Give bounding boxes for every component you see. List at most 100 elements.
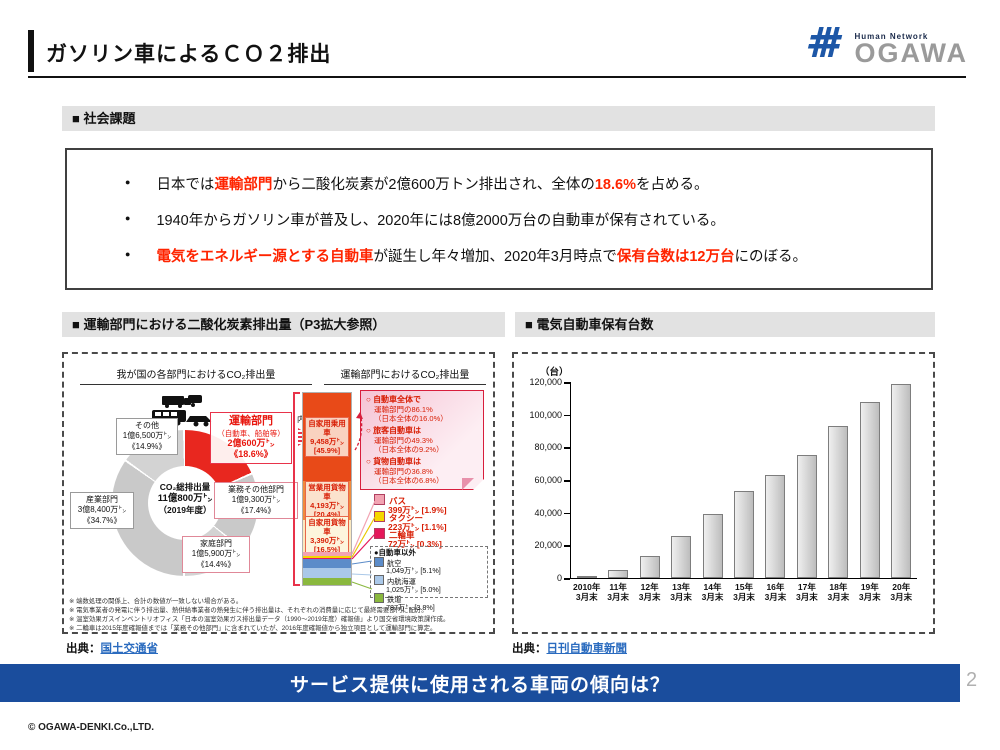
ev-bar [639, 555, 660, 578]
ev-bar [608, 569, 629, 578]
company-logo: Human Network OGAWA [806, 24, 968, 67]
y-axis-tick-mark [564, 545, 570, 547]
ev-bar [765, 474, 786, 578]
ev-bar-chart: 2010年 3月末 11年 3月末 12年 3月末 13年 3月末 14年 3月末 15年 3月末 16… [570, 382, 917, 602]
x-axis-label: 20年 3月末 [890, 582, 913, 603]
donut-label-industry: 産業部門 3億8,400万㌧ 《34.7%》 [70, 492, 134, 530]
ev-bar-column: 16年 3月末 [765, 382, 786, 602]
ev-bar-column: 19年 3月末 [859, 382, 881, 602]
x-axis-label: 11年 3月末 [607, 582, 630, 603]
ev-bar [828, 426, 849, 578]
ev-bar-column: 12年 3月末 [639, 382, 660, 602]
y-axis-tick-label: 20,000 [534, 540, 562, 551]
donut-label-commercial: 業務その他部門 1億9,300万㌧ 《17.4%》 [214, 482, 298, 520]
section-heading-social: ■ 社会課題 [62, 106, 935, 131]
page-title: ガソリン車によるＣＯ２排出 [46, 43, 332, 66]
y-axis-tick-mark [564, 382, 570, 384]
y-axis-tick-mark [564, 414, 570, 417]
folded-corner-icon [462, 478, 474, 490]
x-axis-label: 17年 3月末 [796, 582, 818, 603]
x-axis-label: 2010年 3月末 [573, 582, 601, 603]
ev-bar-column: 13年 3月末 [670, 382, 692, 602]
x-axis-label: 14年 3月末 [701, 582, 724, 603]
footer-copyright: © OGAWA-DENKI.Co.,LTD. [28, 722, 155, 733]
ev-bar [859, 402, 880, 578]
takeaway-banner: サービス提供に使用される車両の傾向は？ [0, 664, 960, 702]
stack-segment [303, 558, 351, 569]
ev-bar-column: 2010年 3月末 [573, 382, 600, 602]
y-axis-tick-mark [564, 447, 570, 449]
issue-summary-box: 日本では運輸部門から二酸化炭素が2億600万トン排出され、全体の18.6%を占め… [65, 148, 933, 290]
stack-segment [303, 568, 351, 579]
callout-item: 旅客自動車は 運輸部門の49.3% （日本全体の9.2%） [366, 426, 480, 455]
callout-item: 貨物自動車は 運輸部門の36.8% （日本全体の6.8%） [366, 457, 480, 486]
title-accent-bar [28, 30, 34, 72]
x-axis-label: 15年 3月末 [733, 582, 755, 603]
page-number: 2 [966, 669, 978, 691]
y-axis-tick-label: 60,000 [534, 475, 562, 485]
logo-wordmark: OGAWA [854, 38, 968, 69]
y-axis-tick-label: 40,000 [534, 507, 562, 518]
stack-segment [303, 578, 351, 586]
x-axis-label: 12年 3月末 [638, 582, 661, 603]
ev-chart-panel: （台） 120,000 100,000 80,000 60,000 40,000 20,0… [512, 352, 935, 634]
legend-item-bus: バス 399万㌧ [1.9%] [374, 494, 486, 515]
stacked-bar: 自家用乗用車 9,458万㌧ [45.9%] 営業用貨物車 4,193万㌧ [20.4%]… [302, 392, 352, 586]
y-axis-tick-mark [564, 480, 570, 482]
source-right: 出典：日刊自動車新聞 [512, 643, 628, 655]
y-axis-tick-mark [564, 578, 570, 580]
y-axis-tick-mark [564, 512, 570, 515]
stack-segment: 営業用貨物車 4,193万㌧ [20.4%] [303, 480, 351, 521]
non-automobile-legend: ●自動車以外 航空 1,049万㌧ [5.1%] 内航海運 1,025万㌧ [5.0%… [370, 546, 488, 611]
stack-segment [303, 551, 351, 556]
ev-bar-column: 11年 3月末 [607, 382, 629, 602]
y-axis-tick-label: 120,000 [529, 377, 562, 387]
folded-corner-icon [472, 478, 485, 491]
donut-chart-title: 我が国の各部門におけるCO₂排出量 [80, 366, 312, 385]
source-link-mlit[interactable]: 国土交通省 [100, 643, 159, 655]
callout-item: 自動車全体で 運輸部門の86.1% （日本全体の16.0%） [366, 395, 480, 424]
emissions-chart-panel: 我が国の各部門におけるCO₂排出量 運輸部門におけるCO₂排出量 CO₂総排出量 [62, 352, 495, 634]
ev-bar-column: 17年 3月末 [796, 382, 818, 602]
y-axis-tick-label: 80,000 [534, 442, 562, 453]
donut-hole [148, 466, 222, 540]
header-divider [28, 76, 966, 78]
bullet-item: 日本では運輸部門から二酸化炭素が2億600万トン排出され、全体の18.6%を占め… [125, 173, 931, 194]
legend-item-other: 航空 1,049万㌧ [5.1%] [374, 556, 484, 575]
stack-segment: 自家用乗用車 9,458万㌧ [45.9%] [303, 393, 351, 482]
share-callout-box: 自動車全体で 運輸部門の86.1% （日本全体の16.0%） 旅客自動車は 運輸… [360, 390, 485, 491]
donut-label-transport: 運輸部門 （自動車、船舶等） 2億600万㌧ 《18.6%》 [210, 412, 292, 464]
y-axis-unit-label: （台） [540, 367, 569, 378]
donut-label-other: その他 1億6,500万㌧ 《14.9%》 [116, 418, 178, 456]
ev-bar [733, 491, 754, 578]
ev-bar-column: 18年 3月末 [827, 382, 849, 602]
ev-bar [576, 576, 597, 578]
ev-bar [796, 455, 817, 578]
y-axis-tick-label: 100,000 [529, 409, 562, 420]
legend-item-other: 鉄道 787万㌧ [3.8%] [374, 593, 484, 611]
stack-segment [303, 557, 351, 559]
x-axis-label: 16年 3月末 [764, 582, 787, 603]
ev-bar-column: 15年 3月末 [733, 382, 755, 602]
stack-segment: 自家用貨物車 3,390万㌧ [16.5%] [303, 516, 351, 557]
logo-tagline: Human Network [854, 32, 929, 42]
logo-hash-icon [806, 24, 850, 67]
section-heading-ev: ■ 電気自動車保有台数 [515, 312, 935, 337]
donut-label-household: 家庭部門 1億5,900万㌧ 《14.4%》 [182, 536, 250, 574]
x-axis-label: 13年 3月末 [670, 582, 692, 603]
section-heading-emissions: ■ 運輸部門における二酸化炭素排出量（P3拡大参照） [62, 312, 505, 337]
chart-footnotes: ※ 端数処理の関係上、合計の数値が一致しない場合がある。 ※ 電気事業者の発電に… [69, 598, 450, 632]
x-axis-label: 18年 3月末 [827, 582, 850, 603]
donut-center-label: CO₂総排出量 11億800万㌧ （2019年度） [157, 482, 213, 515]
ev-bar [891, 383, 912, 578]
ev-bar [671, 536, 692, 578]
ev-bar-column: 14年 3月末 [702, 382, 723, 602]
bullet-item: 電気をエネルギー源とする自動車が誕生し年々増加、2020年3月時点で保有台数は1… [125, 245, 931, 266]
x-axis-label: 19年 3月末 [858, 582, 881, 603]
legend-item-other: 内航海運 1,025万㌧ [5.0%] [374, 575, 484, 593]
automobile-bracket [293, 392, 300, 586]
source-link-nikkan[interactable]: 日刊自動車新聞 [546, 643, 628, 655]
y-axis-tick-label: 0 [556, 573, 562, 583]
ev-bar-column: 20年 3月末 [890, 382, 912, 602]
